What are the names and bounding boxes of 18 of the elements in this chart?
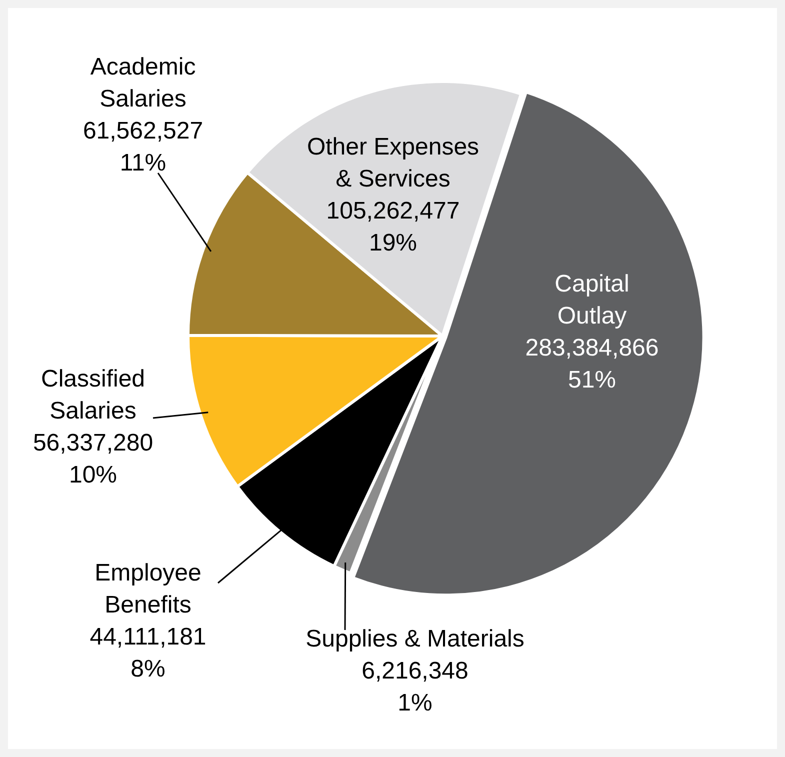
data-label: 61,562,527 — [82, 118, 204, 145]
slice-label: Employee Benefits — [94, 560, 202, 619]
text: 1% — [398, 690, 432, 717]
slice-label: Capital Outlay — [554, 270, 630, 330]
slice-label: Other Expenses & Services — [306, 134, 480, 193]
text: 19% — [368, 230, 418, 257]
slice-label: Supplies & Materials — [306, 626, 524, 653]
data-label: 6,216,348 — [362, 658, 468, 685]
text: 10% — [68, 462, 118, 489]
data-label: 56,337,280 — [32, 430, 154, 457]
slice-label: Classified Salaries — [40, 366, 146, 425]
data-label: 105,262,477 — [326, 198, 460, 225]
text: 8% — [130, 656, 166, 683]
text: 51% — [568, 366, 616, 394]
data-label: 44,111,181 — [90, 624, 206, 651]
data-label: 283,384,866 — [525, 334, 659, 362]
slice-label: Academic Salaries — [90, 54, 196, 113]
text: 11% — [120, 150, 166, 177]
